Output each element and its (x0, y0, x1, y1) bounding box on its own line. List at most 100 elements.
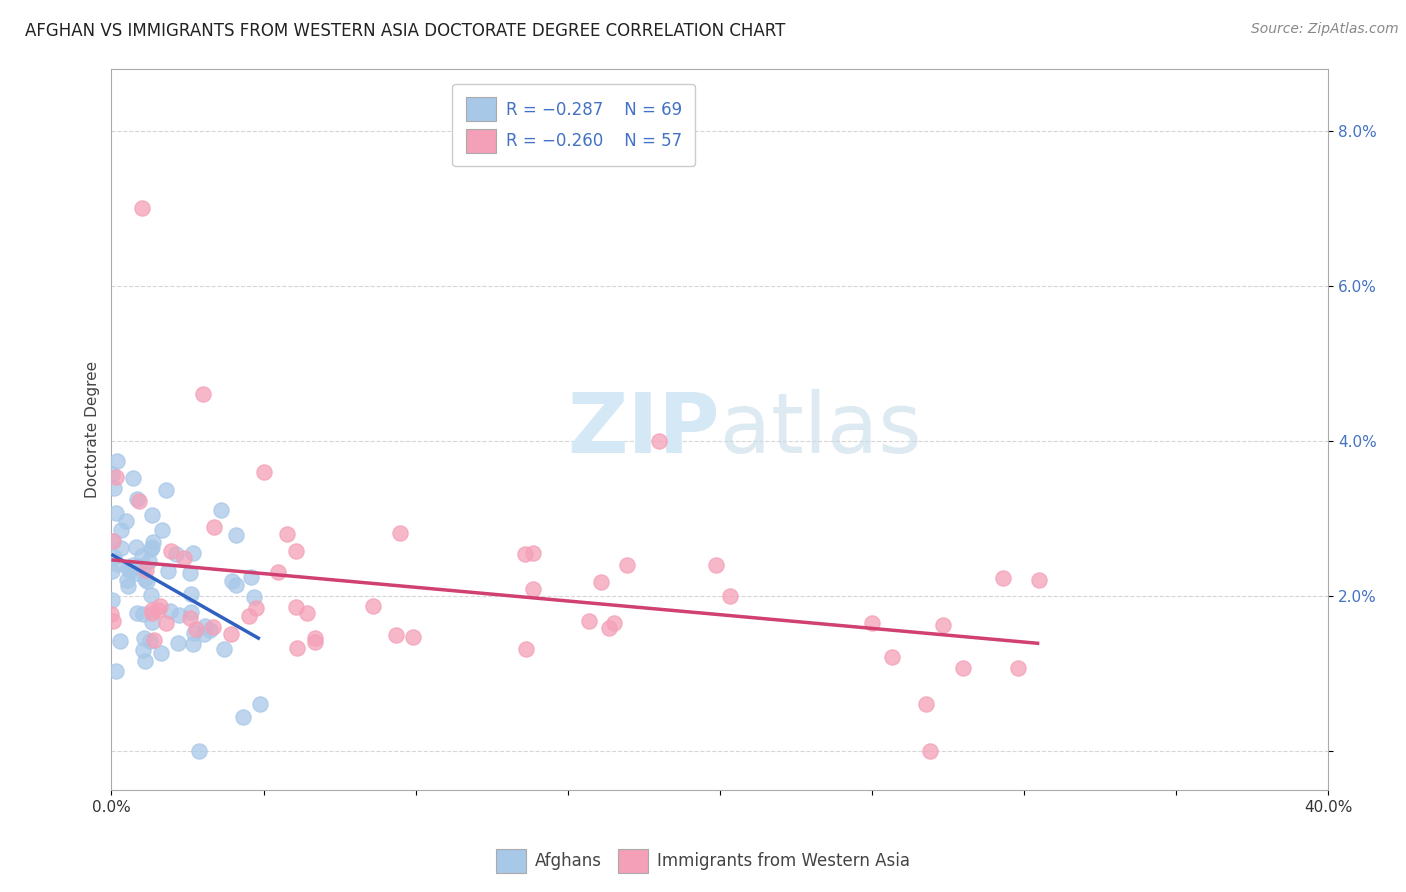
Point (202, 520, 225, 534)
Point (167, 608, 190, 623)
Point (578, 614, 600, 628)
Point (101, 564, 124, 578)
Text: Source: ZipAtlas.com: Source: ZipAtlas.com (1251, 22, 1399, 37)
Point (134, 654, 156, 668)
Point (198, 623, 221, 637)
Point (304, 635, 326, 649)
Point (141, 540, 163, 554)
Point (515, 642, 537, 657)
Point (114, 514, 136, 528)
Point (122, 558, 145, 572)
Point (240, 570, 263, 584)
Point (149, 599, 172, 613)
Point (125, 541, 148, 555)
Point (146, 603, 169, 617)
Point (385, 628, 408, 642)
Point (160, 544, 183, 558)
Point (285, 600, 308, 615)
Point (131, 201, 153, 215)
Point (221, 574, 243, 589)
Point (103, 550, 125, 565)
Point (598, 621, 620, 635)
Point (304, 631, 326, 645)
Point (127, 492, 149, 507)
Point (221, 627, 243, 641)
Point (603, 615, 626, 630)
Point (110, 541, 132, 556)
Point (141, 603, 163, 617)
Point (209, 503, 232, 517)
Point (135, 564, 157, 578)
Point (179, 610, 201, 624)
Point (202, 620, 225, 634)
Point (238, 609, 260, 624)
Point (122, 471, 145, 485)
Point (402, 630, 425, 644)
Point (285, 640, 308, 655)
Point (101, 467, 124, 481)
Point (139, 588, 162, 602)
Point (389, 526, 412, 541)
Point (136, 574, 159, 589)
Point (522, 546, 544, 560)
Point (180, 587, 202, 601)
Point (173, 550, 195, 565)
Point (915, 698, 938, 712)
Point (138, 633, 160, 648)
Point (242, 591, 264, 605)
Point (181, 546, 204, 560)
Point (101, 534, 124, 549)
Point (155, 483, 177, 497)
Point (194, 618, 217, 632)
Point (522, 582, 544, 596)
Point (117, 579, 139, 593)
Point (128, 558, 150, 573)
Point (127, 606, 149, 620)
Point (132, 642, 155, 657)
Point (117, 561, 139, 575)
Point (150, 523, 173, 537)
Legend: Afghans, Immigrants from Western Asia: Afghans, Immigrants from Western Asia (489, 842, 917, 880)
Y-axis label: Doctorate Degree: Doctorate Degree (86, 360, 100, 498)
Point (952, 661, 974, 675)
Point (139, 541, 162, 556)
Point (110, 523, 132, 537)
Point (183, 625, 205, 640)
Point (225, 578, 247, 592)
Text: atlas: atlas (720, 389, 921, 470)
Point (141, 606, 163, 620)
Point (115, 573, 138, 587)
Point (167, 636, 190, 650)
Point (127, 566, 149, 581)
Point (105, 665, 128, 679)
Text: ZIP: ZIP (568, 389, 720, 470)
Point (132, 632, 155, 646)
Point (589, 574, 612, 589)
Point (155, 615, 177, 630)
Point (159, 604, 181, 618)
Point (193, 627, 215, 641)
Point (225, 527, 247, 541)
Point (191, 387, 214, 401)
Point (284, 544, 307, 558)
Point (932, 618, 955, 632)
Point (180, 605, 202, 619)
Point (513, 547, 536, 561)
Point (150, 646, 173, 660)
Point (100, 607, 122, 622)
Text: AFGHAN VS IMMIGRANTS FROM WESTERN ASIA DOCTORATE DEGREE CORRELATION CHART: AFGHAN VS IMMIGRANTS FROM WESTERN ASIA D… (25, 22, 786, 40)
Point (249, 697, 271, 711)
Point (991, 570, 1014, 584)
Point (157, 564, 180, 578)
Point (132, 562, 155, 576)
Point (297, 606, 319, 620)
Point (718, 589, 741, 603)
Point (131, 549, 153, 563)
Point (107, 454, 129, 468)
Point (181, 637, 204, 651)
Point (104, 506, 127, 520)
Point (1028, 574, 1050, 588)
Point (143, 632, 166, 647)
Point (184, 622, 207, 636)
Point (179, 566, 201, 580)
